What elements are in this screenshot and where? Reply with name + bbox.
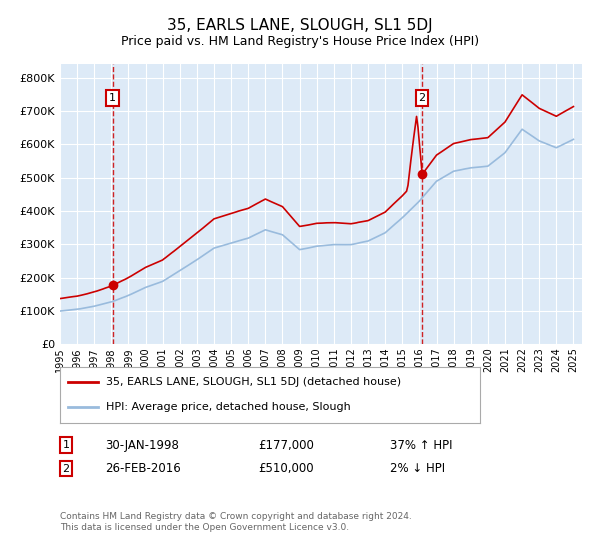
Text: £510,000: £510,000 xyxy=(258,462,314,475)
Text: 37% ↑ HPI: 37% ↑ HPI xyxy=(390,438,452,452)
Text: Contains HM Land Registry data © Crown copyright and database right 2024.
This d: Contains HM Land Registry data © Crown c… xyxy=(60,512,412,532)
Text: 35, EARLS LANE, SLOUGH, SL1 5DJ: 35, EARLS LANE, SLOUGH, SL1 5DJ xyxy=(167,18,433,32)
Text: Price paid vs. HM Land Registry's House Price Index (HPI): Price paid vs. HM Land Registry's House … xyxy=(121,35,479,49)
Text: HPI: Average price, detached house, Slough: HPI: Average price, detached house, Slou… xyxy=(106,402,351,412)
Text: 2: 2 xyxy=(419,93,426,102)
Text: 26-FEB-2016: 26-FEB-2016 xyxy=(105,462,181,475)
Text: 2% ↓ HPI: 2% ↓ HPI xyxy=(390,462,445,475)
Text: £177,000: £177,000 xyxy=(258,438,314,452)
Text: 1: 1 xyxy=(62,440,70,450)
Text: 30-JAN-1998: 30-JAN-1998 xyxy=(105,438,179,452)
Text: 1: 1 xyxy=(109,93,116,102)
Text: 2: 2 xyxy=(62,464,70,474)
Text: 35, EARLS LANE, SLOUGH, SL1 5DJ (detached house): 35, EARLS LANE, SLOUGH, SL1 5DJ (detache… xyxy=(106,377,401,388)
